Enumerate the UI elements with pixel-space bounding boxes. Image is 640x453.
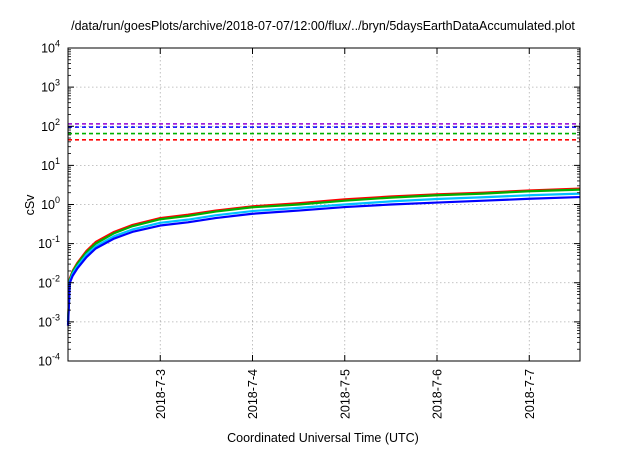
y-tick-label: 101	[41, 156, 60, 173]
y-tick-exponent: -4	[52, 352, 60, 362]
y-tick-exponent: 4	[55, 39, 60, 49]
y-tick-base: 10	[38, 355, 52, 369]
series-line	[66, 188, 581, 322]
y-tick-exponent: -3	[52, 312, 60, 322]
y-tick-base: 10	[41, 42, 55, 56]
threshold-lines	[68, 123, 580, 141]
y-axis-label: cSv	[23, 194, 37, 216]
y-tick-label: 10-2	[38, 273, 60, 290]
series-line	[66, 192, 581, 324]
y-tick-base: 10	[41, 198, 55, 212]
y-tick-base: 10	[38, 315, 52, 329]
y-tick-label: 10-4	[38, 352, 60, 369]
y-tick-label: 104	[41, 39, 60, 56]
y-tick-label: 103	[41, 78, 60, 95]
y-tick-exponent: -1	[52, 234, 60, 244]
series-line	[66, 195, 581, 326]
y-tick-base: 10	[41, 159, 55, 173]
chart-title: /data/run/goesPlots/archive/2018-07-07/1…	[71, 19, 575, 33]
x-tick-label: 2018-7-7	[523, 369, 537, 419]
y-tick-base: 10	[38, 237, 52, 251]
y-tick-exponent: 1	[55, 156, 60, 166]
x-tick-label: 2018-7-5	[338, 369, 352, 419]
y-tick-base: 10	[38, 276, 52, 290]
y-tick-exponent: 2	[55, 117, 60, 127]
y-tick-label: 100	[41, 195, 60, 212]
y-tick-exponent: -2	[52, 273, 60, 283]
x-tick-labels: 2018-7-3 2018-7-4 2018-7-5 2018-7-6 2018-7-7	[154, 369, 537, 419]
y-tick-base: 10	[41, 120, 55, 134]
axis-ticks	[68, 47, 580, 362]
y-tick-label: 10-1	[38, 234, 60, 251]
x-tick-label: 2018-7-3	[154, 369, 168, 419]
x-tick-label: 2018-7-4	[246, 369, 260, 419]
series-layer	[66, 187, 581, 326]
y-tick-label: 10-3	[38, 312, 60, 329]
x-tick-label: 2018-7-6	[431, 369, 445, 419]
y-tick-label: 102	[41, 117, 60, 134]
y-tick-exponent: 0	[55, 195, 60, 205]
y-tick-base: 10	[41, 81, 55, 95]
grid	[68, 48, 580, 361]
x-axis-label: Coordinated Universal Time (UTC)	[227, 431, 419, 445]
y-tick-exponent: 3	[55, 78, 60, 88]
